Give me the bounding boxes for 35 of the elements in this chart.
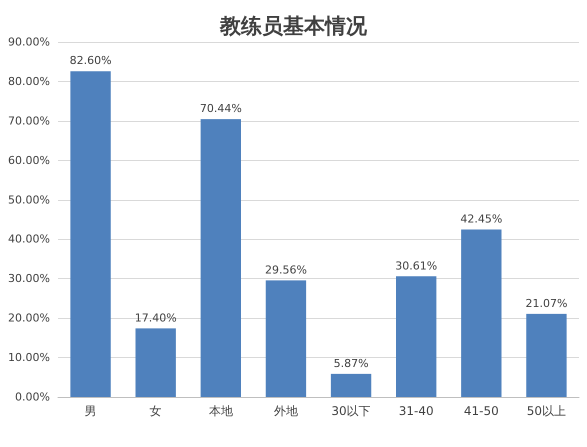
x-tick-label: 本地 [208, 404, 233, 418]
bar [461, 230, 502, 397]
data-label: 29.56% [264, 263, 307, 276]
y-tick-label: 70.00% [8, 114, 50, 128]
data-label: 17.40% [134, 311, 177, 324]
chart-title: 教练员基本情况 [219, 13, 368, 38]
x-tick-label: 外地 [274, 404, 298, 418]
bar [396, 276, 436, 397]
data-label: 30.61% [395, 259, 438, 272]
bar [330, 374, 372, 397]
x-tick-label: 女 [150, 404, 162, 418]
y-tick-label: 0.00% [15, 390, 50, 404]
data-label: 42.45% [460, 212, 502, 226]
y-tick-label: 20.00% [8, 312, 50, 325]
y-tick-label: 50.00% [8, 193, 50, 206]
data-label: 82.60% [70, 54, 112, 68]
y-tick-label: 40.00% [8, 232, 50, 246]
bar [266, 280, 306, 397]
x-tick-label: 男 [84, 404, 97, 418]
data-label: 5.87% [334, 356, 369, 370]
x-tick-label: 41-50 [464, 404, 499, 418]
data-label: 21.07% [525, 296, 568, 310]
y-tick-label: 10.00% [8, 351, 50, 364]
bar [526, 314, 567, 397]
x-tick-label: 30以下 [331, 404, 371, 418]
y-tick-label: 30.00% [8, 272, 50, 286]
y-tick-label: 80.00% [8, 74, 50, 88]
bar [136, 328, 176, 397]
data-label: 70.44% [200, 102, 242, 116]
y-tick-label: 60.00% [8, 154, 50, 167]
x-tick-label: 31-40 [398, 404, 434, 418]
x-tick-label: 50以上 [526, 404, 566, 418]
y-tick-label: 90.00% [8, 36, 50, 48]
bar [200, 119, 241, 397]
bar [70, 71, 111, 397]
